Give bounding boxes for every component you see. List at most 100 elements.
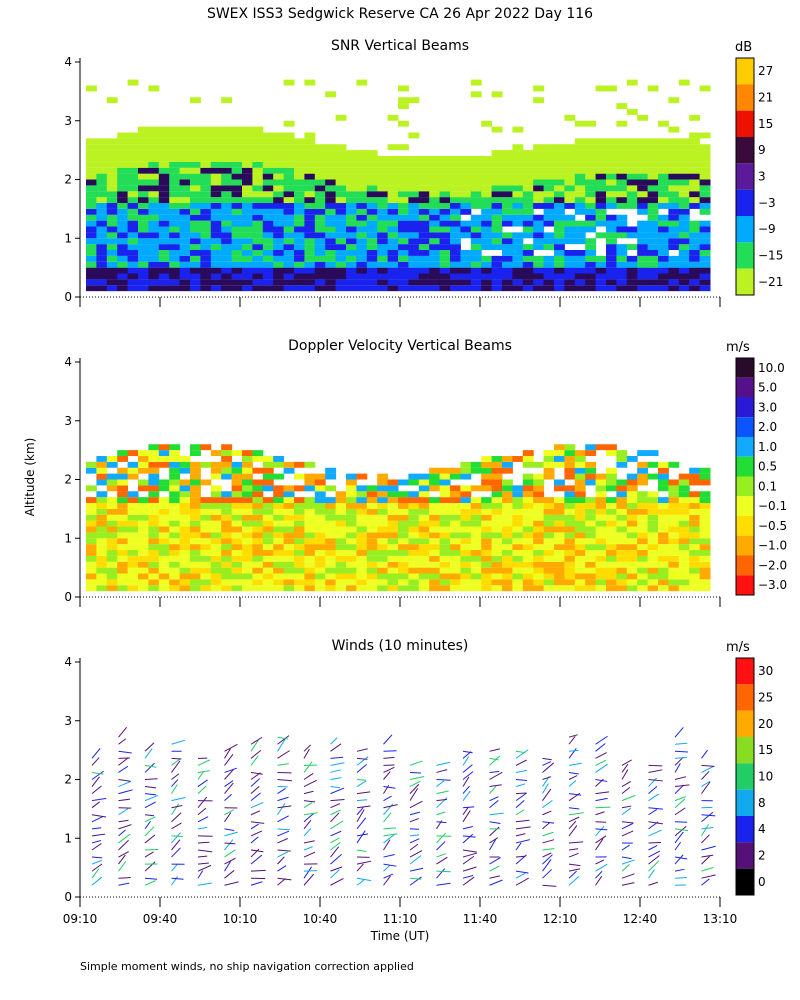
snr-cell xyxy=(637,285,649,292)
snr-cell xyxy=(346,191,357,198)
snr-cell xyxy=(262,285,274,292)
snr-cell xyxy=(429,214,441,221)
snr-cell xyxy=(231,255,243,262)
velocity-cell xyxy=(533,579,545,586)
snr-cell xyxy=(481,273,493,280)
velocity-cell xyxy=(335,532,347,539)
velocity-cell xyxy=(148,497,160,504)
wind-barb xyxy=(303,773,314,780)
velocity-cell xyxy=(231,532,243,539)
velocity-cell xyxy=(325,544,337,551)
snr-cell xyxy=(460,203,472,209)
velocity-cell xyxy=(512,573,524,580)
velocity-cell xyxy=(148,532,160,539)
velocity-cell xyxy=(127,555,139,562)
snr-cell xyxy=(304,144,316,151)
wind-barb xyxy=(489,821,501,825)
snr-cell xyxy=(377,167,389,174)
velocity-cell xyxy=(242,467,253,474)
velocity-cell xyxy=(699,491,711,498)
velocity-cell xyxy=(106,544,118,551)
colorbar-label: −15 xyxy=(758,249,783,263)
snr-cell xyxy=(169,244,181,251)
snr-cell xyxy=(481,255,493,262)
snr-cell xyxy=(408,285,420,292)
snr-cell xyxy=(179,250,191,256)
snr-cell xyxy=(606,226,617,233)
snr-cell xyxy=(117,150,129,157)
velocity-cell xyxy=(190,514,201,521)
snr-cell xyxy=(169,156,181,162)
velocity-cell xyxy=(512,526,524,533)
snr-cell xyxy=(450,167,461,174)
velocity-cell xyxy=(658,538,669,545)
snr-cell xyxy=(106,156,118,162)
velocity-cell xyxy=(96,467,108,474)
snr-cell xyxy=(626,179,638,186)
snr-cell xyxy=(689,220,701,227)
snr-cell xyxy=(408,255,420,262)
snr-cell xyxy=(356,150,368,157)
snr-cell xyxy=(470,197,482,204)
snr-cell xyxy=(668,238,680,245)
velocity-cell xyxy=(117,579,129,586)
snr-cell xyxy=(96,150,108,157)
snr-cell xyxy=(606,179,617,186)
velocity-cell xyxy=(106,538,118,545)
snr-cell xyxy=(647,238,659,245)
snr-cell xyxy=(533,167,545,174)
snr-cell xyxy=(470,273,482,280)
snr-cell xyxy=(190,244,201,251)
velocity-cell xyxy=(387,479,399,486)
velocity-cell xyxy=(106,561,118,568)
snr-cell xyxy=(200,238,212,245)
velocity-cell xyxy=(179,567,191,574)
snr-cell xyxy=(127,79,139,86)
snr-cell xyxy=(595,144,607,151)
snr-cell xyxy=(96,156,108,162)
snr-cell xyxy=(86,220,97,227)
velocity-cell xyxy=(304,579,316,586)
velocity-cell xyxy=(398,567,409,574)
velocity-cell xyxy=(106,456,118,462)
velocity-cell xyxy=(522,503,534,509)
snr-cell xyxy=(127,150,139,157)
velocity-cell xyxy=(668,538,680,545)
velocity-cell xyxy=(668,579,680,586)
velocity-cell xyxy=(117,456,129,462)
y-tick-label: 0 xyxy=(64,890,72,904)
velocity-cell xyxy=(491,491,503,498)
velocity-cell xyxy=(460,567,472,574)
snr-cell xyxy=(96,208,108,215)
velocity-cell xyxy=(335,497,347,504)
snr-cell xyxy=(283,250,295,256)
snr-cell xyxy=(231,244,243,251)
velocity-cell xyxy=(658,497,669,504)
snr-cell xyxy=(658,238,669,245)
snr-cell xyxy=(366,167,378,174)
snr-cell xyxy=(398,85,409,92)
colorbar-swatch xyxy=(736,575,754,595)
velocity-cell xyxy=(429,497,441,504)
velocity-cell xyxy=(533,544,545,551)
snr-cell xyxy=(86,156,97,162)
y-tick-label: 0 xyxy=(64,590,72,604)
snr-cell xyxy=(522,167,534,174)
velocity-cell xyxy=(595,532,607,539)
velocity-cell xyxy=(117,561,129,568)
snr-cell xyxy=(304,203,316,209)
wind-barb xyxy=(648,769,663,773)
snr-cell xyxy=(522,232,534,239)
velocity-cell xyxy=(564,538,576,545)
colorbar-swatch xyxy=(736,456,754,477)
snr-cell xyxy=(408,173,420,180)
snr-cell xyxy=(86,238,97,245)
velocity-cell xyxy=(106,497,118,504)
snr-cell xyxy=(585,238,597,245)
wind-barb xyxy=(91,859,102,865)
velocity-cell xyxy=(158,479,170,486)
velocity-cell xyxy=(283,550,295,556)
wind-barb xyxy=(224,743,238,752)
snr-cell xyxy=(325,179,337,186)
snr-cell xyxy=(190,232,201,239)
